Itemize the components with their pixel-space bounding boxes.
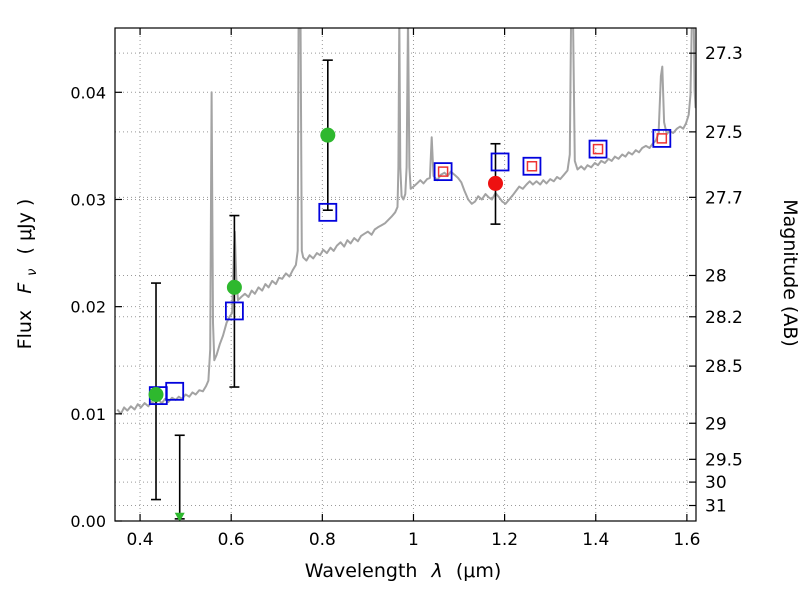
- x-axis-label-symbol: λ: [431, 560, 443, 582]
- y2-tick-label: 31: [705, 497, 727, 517]
- model-point-square: [224, 301, 244, 321]
- y2-tick-label: 29.5: [705, 450, 743, 470]
- y-tick-label: 0.04: [70, 83, 106, 102]
- x-tick-label: 1.6: [673, 530, 700, 550]
- observed-point: [320, 127, 336, 143]
- observed-point: [226, 279, 242, 295]
- x-tick-label: 1: [408, 530, 419, 550]
- y2-axis-label: Magnitude (AB): [779, 199, 800, 347]
- x-tick-label: 1.4: [582, 530, 609, 550]
- y2-tick-label: 28.5: [705, 357, 743, 377]
- y-axis-label-prefix: Flux: [14, 310, 36, 350]
- x-tick-label: 0.6: [218, 530, 245, 550]
- observed-point: [148, 387, 164, 403]
- x-axis-label: Wavelength λ (μm): [305, 560, 501, 582]
- model-point-square: [490, 152, 510, 172]
- y-tick-label: 0.02: [70, 298, 106, 317]
- x-tick-label: 0.8: [309, 530, 336, 550]
- data-layer: [116, 28, 696, 522]
- x-tick-label: 1.2: [491, 530, 518, 550]
- y-axis-label-subscript: ν: [25, 269, 40, 276]
- y-tick-label: 0.01: [70, 405, 106, 424]
- y-tick-label: 0.00: [70, 512, 106, 531]
- model-point-square: [652, 128, 672, 148]
- model-point-inner-square: [437, 166, 449, 177]
- y2-tick-label: 30: [705, 473, 727, 493]
- y-axis-label-unit: ( μJy ): [14, 199, 36, 255]
- y-axis-label: Flux F ν ( μJy ): [14, 199, 41, 350]
- axes-frame: [114, 27, 697, 522]
- y2-tick-label: 27.3: [705, 44, 743, 64]
- ticks-layer: 0.4 0.6 0.8 1 1.2 1.4 1.6 0.00 0.01 0.02 0.03 0.04 2…: [70, 28, 743, 550]
- y-axis-label-symbol: F: [14, 282, 36, 294]
- model-point-inner-square: [526, 161, 538, 172]
- spectrum-line: [116, 28, 696, 415]
- axes-layer: [114, 27, 697, 522]
- y2-tick-label: 27.5: [705, 123, 743, 143]
- x-tick-label: 0.4: [127, 530, 154, 550]
- y-tick-label: 0.03: [70, 190, 106, 209]
- model-point-inner-square: [592, 143, 604, 155]
- grid-layer: [115, 28, 696, 521]
- y2-tick-label: 29: [705, 414, 727, 434]
- model-point-square: [522, 156, 542, 176]
- model-point-inner-square: [656, 133, 668, 144]
- model-point-square: [588, 139, 608, 159]
- y2-tick-label: 28: [705, 266, 727, 286]
- x-axis-label-prefix: Wavelength: [305, 560, 418, 582]
- observed-point-limit: [174, 512, 185, 522]
- observed-point: [487, 175, 503, 191]
- model-point-square: [318, 202, 338, 222]
- model-point-square: [433, 162, 453, 182]
- y2-tick-label: 28.2: [705, 308, 743, 328]
- model-point-square: [165, 381, 185, 401]
- x-axis-label-unit: (μm): [456, 560, 501, 582]
- y2-tick-label: 27.7: [705, 188, 743, 208]
